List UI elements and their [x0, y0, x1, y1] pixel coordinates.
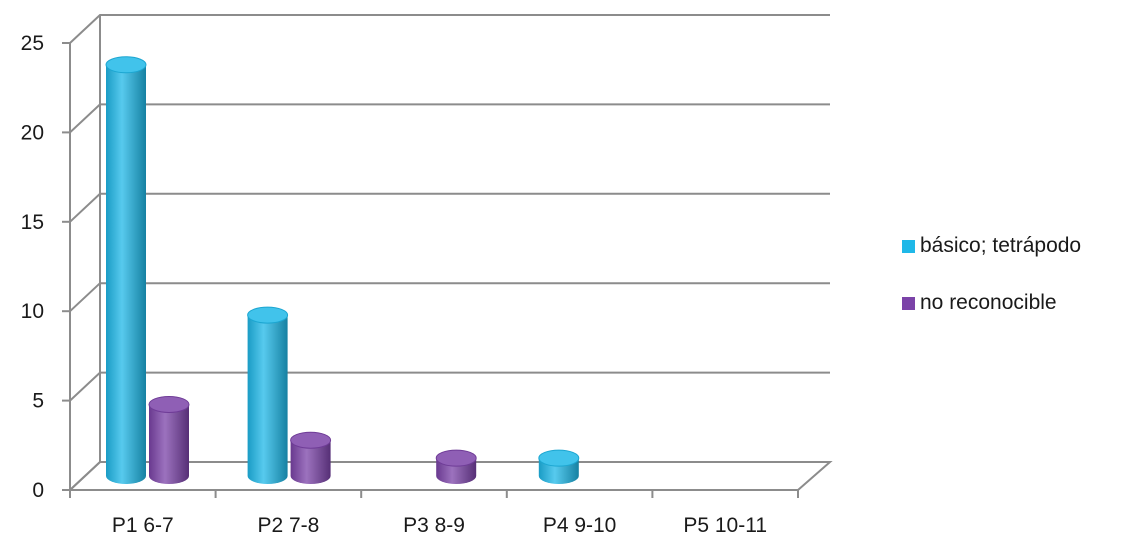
- legend-swatch: [902, 296, 915, 310]
- axes: [62, 15, 799, 498]
- y-tick-label: 10: [21, 300, 44, 323]
- x-tick-label: P3 8-9: [403, 514, 465, 537]
- y-tick-label: 15: [21, 211, 44, 234]
- y-tick-label: 5: [32, 390, 44, 413]
- gridline: [69, 282, 830, 312]
- legend-label: no reconocible: [920, 291, 1057, 314]
- legend-item: básico; tetrápodo: [902, 226, 1081, 266]
- legend-label: básico; tetrápodo: [920, 234, 1082, 257]
- bar-top: [105, 56, 147, 74]
- x-tick-label: P5 10-11: [683, 514, 767, 537]
- gridline: [69, 371, 830, 402]
- bars: [105, 56, 580, 484]
- x-tick-labels: P1 6-7 P2 7-8 P3 8-9 P4 9-10 P5 10-11: [112, 514, 767, 537]
- bar: [148, 395, 190, 484]
- bar-body: [149, 404, 189, 484]
- bar: [247, 306, 289, 484]
- bar: [105, 56, 147, 484]
- bar: [290, 431, 332, 484]
- bar-body: [290, 440, 331, 484]
- y-tick-labels: 0 5 10 15 20 25: [21, 32, 44, 502]
- bar-body: [247, 315, 288, 484]
- x-tick-label: P4 9-10: [543, 514, 617, 537]
- legend-item: no reconocible: [902, 283, 1081, 323]
- bar-top: [247, 306, 289, 324]
- y-tick-label: 0: [32, 479, 44, 502]
- bar-body: [106, 64, 146, 484]
- bar: [538, 449, 580, 484]
- x-tick-label: P1 6-7: [112, 514, 174, 537]
- bar: [435, 449, 477, 484]
- gridline: [69, 103, 830, 134]
- legend: básico; tetrápodo no reconocible: [902, 226, 1081, 340]
- x-tick-label: P2 7-8: [257, 514, 319, 537]
- y-tick-label: 25: [21, 32, 44, 55]
- bar-top: [290, 431, 332, 449]
- bar-top: [435, 449, 477, 467]
- bar-top: [538, 449, 580, 467]
- gridline: [69, 14, 830, 44]
- gridline: [69, 192, 830, 223]
- legend-swatch: [902, 239, 915, 253]
- bar-top: [148, 395, 190, 413]
- y-tick-label: 20: [21, 121, 44, 144]
